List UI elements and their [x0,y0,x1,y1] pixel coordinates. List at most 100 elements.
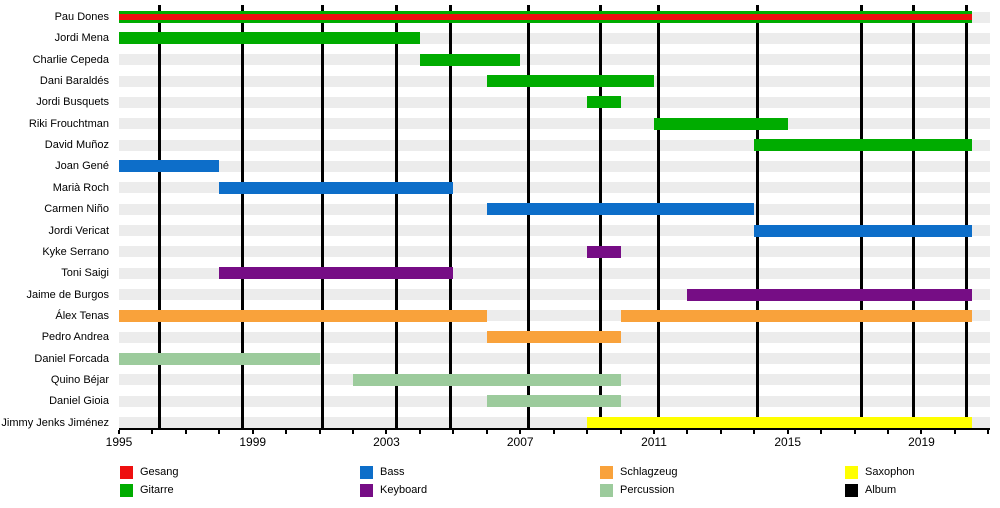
member-label: Jimmy Jenks Jiménez [1,416,109,429]
timeline-bar-gitarre [587,96,621,109]
album-release-line [859,5,863,428]
legend-label: Gesang [140,465,179,478]
album-release-line [911,5,915,428]
album-release-line [395,5,399,428]
legend-entry-album: Album [845,483,896,497]
member-label: Álex Tenas [55,309,109,322]
timeline-bar-percussion [119,352,320,365]
timeline-bar-percussion [486,395,621,408]
x-axis-tick [853,430,856,434]
timeline-bar-schlagzeug [119,309,487,322]
member-label: Jordi Vericat [48,224,109,237]
member-label: David Muñoz [44,139,109,152]
timeline-bar-gitarre [119,32,420,45]
x-axis-label: 2007 [506,435,534,449]
x-axis-label: 2015 [774,435,802,449]
x-axis-tick [920,430,923,434]
legend-swatch-keyboard [360,483,373,497]
row-stripe [119,310,990,322]
row-stripe [119,225,990,236]
x-axis-tick [184,430,187,434]
timeline-bar-gitarre [486,75,654,88]
legend-entry-gesang: Gesang [120,465,179,479]
x-axis-label: 2019 [908,435,935,449]
member-labels: Pau Dones Jordi Mena Charlie Cepeda Dani Ba… [0,0,112,429]
legend-swatch-gesang [120,465,133,479]
timeline-bar-bass [754,224,972,237]
x-axis-tick [385,430,388,434]
member-label: Carmen Niño [44,203,109,216]
x-axis-tick [519,430,522,434]
legend-entry-keyboard: Keyboard [360,483,427,497]
x-axis-tick [887,430,890,434]
legend-label: Album [865,483,897,496]
legend-label: Schlagzeug [620,465,678,478]
timeline-bar-percussion [353,373,621,386]
x-axis-label: 2003 [373,435,400,449]
legend-entry-bass: Bass [360,465,404,479]
x-axis-tick [552,430,555,434]
row-stripe [119,118,990,130]
x-axis-label: 1999 [239,435,267,449]
x-axis-tick [418,430,421,434]
x-axis-tick [719,430,722,434]
row-stripe [119,246,990,258]
row-stripe [119,353,990,365]
member-label: Daniel Forcada [34,352,109,365]
row-stripe [119,160,990,172]
timeline-bar-bass [486,203,755,216]
plot-area [119,0,990,429]
member-label: Charlie Cepeda [32,53,109,66]
legend-swatch-schlagzeug [600,465,613,479]
x-axis-tick [686,430,689,434]
timeline-bar-gitarre [754,139,972,152]
row-stripe [119,267,990,279]
member-label: Joan Gené [55,160,109,173]
x-axis-tick [251,430,254,434]
x-axis-tick [485,430,488,434]
timeline-bar-gitarre [419,53,521,66]
album-release-line [657,5,661,428]
x-axis-tick [753,430,756,434]
row-stripe [119,417,990,429]
legend-swatch-gitarre [120,483,133,497]
member-label: Jordi Busquets [36,96,109,109]
legend-label: Percussion [620,483,675,496]
legend-entry-saxophon: Saxophon [845,465,915,479]
x-axis-tick [619,430,622,434]
x-axis-tick [151,430,154,434]
album-release-line [157,5,161,428]
legend-entry-percussion: Percussion [600,483,674,497]
row-stripe [119,289,990,301]
row-stripe [119,32,990,44]
timeline-bar-gesang [119,14,972,20]
timeline-bar-schlagzeug [620,309,972,322]
x-axis-label: 1995 [105,435,133,449]
album-release-line [321,5,325,428]
timeline-bar-schlagzeug [486,331,621,344]
x-axis-tick [586,430,589,434]
x-axis-tick [352,430,355,434]
x-axis-tick [987,430,990,434]
legend-entry-schlagzeug: Schlagzeug [600,465,678,479]
x-axis-tick [285,430,288,434]
member-label: Jaime de Burgos [26,288,109,301]
timeline-bar-keyboard [587,245,621,258]
x-axis-tick [218,430,221,434]
timeline-bar-keyboard [687,288,972,301]
x-axis-tick [118,430,120,434]
x-axis-tick [652,430,655,434]
x-axis-tick [318,430,321,434]
legend-label: Saxophon [865,465,915,478]
album-release-line [448,5,452,428]
legend-swatch-saxophon [845,465,858,479]
album-release-line [756,5,760,428]
timeline-bar-bass [219,181,454,194]
x-axis-tick [953,430,956,434]
member-label: Marià Roch [52,181,109,194]
timeline-bar-gitarre [653,117,788,130]
member-label: Jordi Mena [54,32,109,45]
row-stripe [119,54,990,66]
album-release-line [527,5,531,428]
